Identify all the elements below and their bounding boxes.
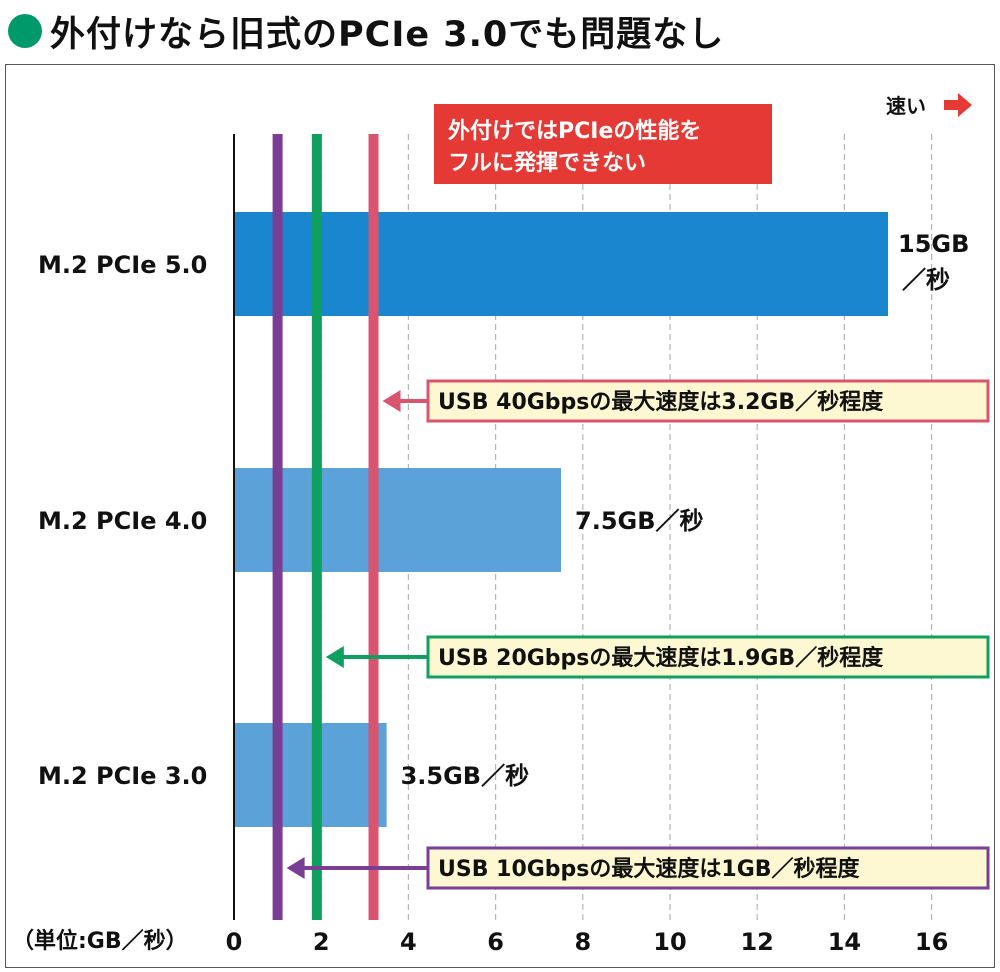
callout-box-2 [426, 635, 990, 679]
callout-arrow-head-2 [325, 646, 344, 668]
callout-box-1 [426, 379, 990, 423]
callout-arrow-head-1 [382, 390, 401, 412]
tick-label-8: 8 [574, 928, 591, 956]
tick-label-10: 10 [653, 928, 686, 956]
tick-label-4: 4 [400, 928, 417, 956]
note-box [434, 104, 772, 184]
tick-label-12: 12 [740, 928, 773, 956]
category-label: M.2 PCIe 4.0 [38, 507, 207, 535]
callout-arrow-head-3 [286, 857, 305, 879]
value-label-1b: ／秒 [902, 266, 950, 294]
tick-label-16: 16 [915, 928, 948, 956]
bar-2 [234, 468, 561, 572]
tick-label-6: 6 [487, 928, 504, 956]
tick-label-14: 14 [828, 928, 861, 956]
category-label: M.2 PCIe 3.0 [38, 762, 207, 790]
page-title: 外付けなら旧式のPCIe 3.0でも問題なし [50, 14, 725, 55]
tick-label-0: 0 [226, 928, 243, 956]
chart-frame [5, 64, 995, 968]
right-arrow-icon [944, 93, 972, 117]
title-bullet-icon [8, 14, 42, 48]
title-row: 外付けなら旧式のPCIe 3.0でも問題なし [0, 0, 1000, 62]
tick-label-2: 2 [313, 928, 330, 956]
callout-text-2: USB 20Gbpsの最大速度は1.9GB／秒程度 [438, 645, 884, 671]
callout-text-3: USB 10Gbpsの最大速度は1GB／秒程度 [438, 856, 861, 882]
bar-1 [234, 212, 888, 316]
unit-label: （単位:GB／秒） [12, 928, 188, 954]
note-line-2: フルに発揮できない [448, 151, 646, 176]
category-label: M.2 PCIe 5.0 [38, 251, 207, 279]
reference-line-3 [272, 134, 283, 920]
note-line-1: 外付けではPCIeの性能を [448, 118, 701, 144]
callout-text-1: USB 40Gbpsの最大速度は3.2GB／秒程度 [438, 389, 884, 415]
callout-box-3 [426, 846, 990, 890]
value-label-1a: 15GB [898, 230, 969, 258]
value-label-2: 7.5GB／秒 [575, 507, 704, 535]
fast-label: 速い [886, 94, 926, 118]
value-label-3: 3.5GB／秒 [401, 762, 530, 790]
reference-line-1 [368, 134, 379, 920]
reference-line-2 [311, 134, 322, 920]
bar-3 [234, 723, 387, 827]
